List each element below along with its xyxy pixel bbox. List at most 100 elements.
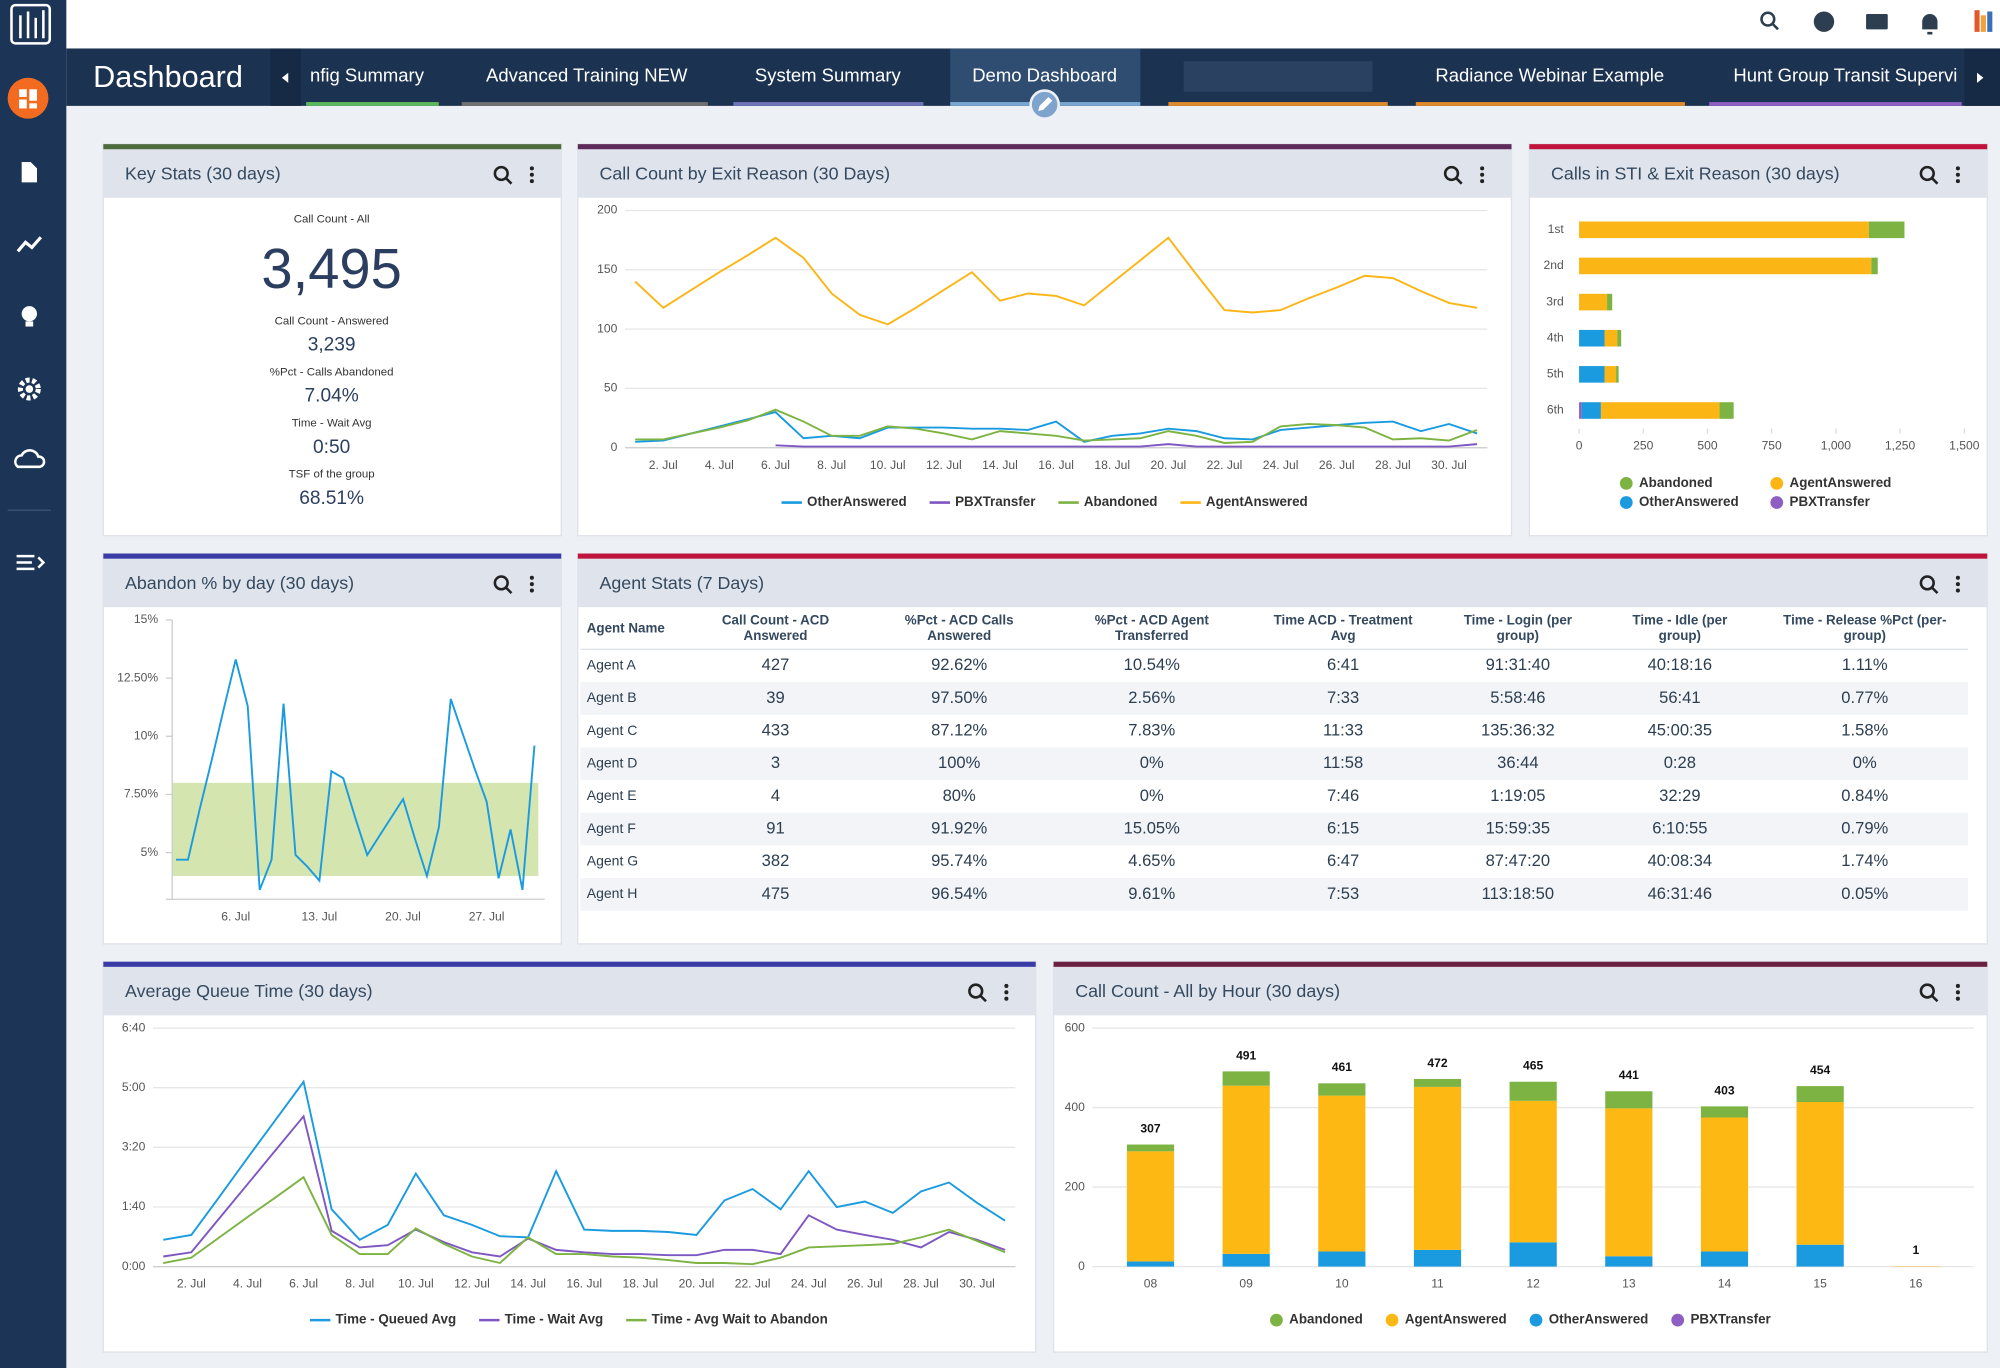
zoom-button[interactable] <box>1919 165 1939 185</box>
zoom-button[interactable] <box>1919 983 1939 1003</box>
menu-dot <box>1004 996 1009 1001</box>
nav-insights[interactable] <box>21 306 37 327</box>
zoom-button[interactable] <box>493 165 513 185</box>
bar-segment <box>1871 257 1878 275</box>
bar-segment <box>1700 1106 1749 1118</box>
tab[interactable]: System Summary <box>755 64 902 85</box>
bar-segment <box>1126 1151 1175 1262</box>
total-label: 461 <box>1332 1060 1352 1074</box>
menu-dot <box>1955 166 1960 171</box>
legend-swatch <box>1770 477 1784 490</box>
zoom-icon-handle <box>979 995 987 1003</box>
panel <box>102 143 562 537</box>
x-tick-label: 14. Jul <box>982 458 1018 472</box>
mail-icon[interactable] <box>1866 14 1888 30</box>
table-cell: 80% <box>943 786 976 805</box>
table-cell: 427 <box>762 655 790 674</box>
x-tick-label: 09 <box>1239 1277 1253 1291</box>
legend-swatch <box>1529 1313 1543 1327</box>
nav-trends[interactable] <box>16 236 43 253</box>
stat-label: TSF of the group <box>289 469 375 481</box>
blank-tab[interactable] <box>1183 61 1373 92</box>
menu-button[interactable] <box>1955 166 1960 184</box>
zoom-icon-handle <box>505 587 513 595</box>
account-icon[interactable] <box>1974 10 1993 32</box>
legend-label: AgentAnswered <box>1206 494 1308 509</box>
nav-reports[interactable] <box>21 161 37 183</box>
tab-underline <box>1415 102 1685 106</box>
legend-label: Abandoned <box>1289 1312 1363 1327</box>
x-tick-label: 4. Jul <box>233 1277 262 1291</box>
table-cell: Agent A <box>587 657 637 673</box>
row-stripe <box>580 747 1969 781</box>
column-header: Answered <box>744 628 808 643</box>
zoom-button[interactable] <box>1919 575 1939 595</box>
tab[interactable]: Advanced Training NEW <box>486 64 688 85</box>
bar-segment <box>1600 402 1720 419</box>
legend-label: PBXTransfer <box>1790 494 1870 509</box>
stat-value-main: 3,495 <box>261 237 401 300</box>
panel-header <box>103 553 562 608</box>
zoom-icon <box>1443 165 1460 182</box>
nav-settings[interactable] <box>17 377 41 401</box>
tab[interactable]: Hunt Group Transit Supervi <box>1733 64 1957 85</box>
nav-expand[interactable] <box>16 554 46 571</box>
column-header: Time - Release %Pct (per- <box>1783 613 1946 628</box>
legend-item: PBXTransfer <box>1770 494 1870 509</box>
y-tick-label: 50 <box>604 381 618 395</box>
y-tick-label: 5:00 <box>122 1080 146 1094</box>
zoom-button[interactable] <box>493 575 513 595</box>
legend-item: OtherAnswered <box>781 494 907 509</box>
table-cell: 7:46 <box>1327 786 1359 805</box>
legend-item: OtherAnswered <box>1619 494 1739 509</box>
zoom-icon-handle <box>1455 177 1463 185</box>
column-header: group) <box>1659 628 1701 643</box>
menu-button[interactable] <box>529 166 534 184</box>
bar-segment <box>1581 402 1601 419</box>
x-tick-label: 08 <box>1144 1277 1158 1291</box>
y-tick-label: 1st <box>1548 222 1565 236</box>
table-cell: 135:36:32 <box>1481 720 1555 739</box>
legend-item: Abandoned <box>1619 475 1713 490</box>
table-cell: Agent E <box>587 787 637 803</box>
nav-dashboard[interactable] <box>7 77 49 119</box>
legend-label: Abandoned <box>1639 475 1713 490</box>
tab-underline <box>1709 102 1962 106</box>
y-tick-label: 3rd <box>1546 294 1564 308</box>
zoom-icon <box>493 165 509 182</box>
nav-upload[interactable] <box>14 449 46 469</box>
panel-header <box>1053 961 1988 1016</box>
menu-dot <box>1955 172 1960 177</box>
table-cell: 40:08:34 <box>1648 851 1713 870</box>
menu-button[interactable] <box>529 575 534 593</box>
legend-label: AgentAnswered <box>1405 1312 1507 1327</box>
bar-segment <box>1579 402 1582 419</box>
zoom-button[interactable] <box>968 983 987 1003</box>
menu-button[interactable] <box>1480 166 1485 184</box>
edit-icon <box>1038 96 1053 111</box>
bar-segment <box>1700 1117 1749 1252</box>
panel-title: Calls in STI & Exit Reason (30 days) <box>1551 163 1840 183</box>
zoom-button[interactable] <box>1443 165 1463 185</box>
x-tick-label: 11 <box>1431 1277 1444 1291</box>
table-cell: Agent C <box>587 722 638 738</box>
column-header: %Pct - ACD Calls <box>905 613 1014 628</box>
table-cell: 433 <box>762 720 790 739</box>
legend-swatch <box>1385 1313 1399 1327</box>
help-icon[interactable] <box>1813 11 1835 32</box>
table-cell: 0:28 <box>1664 753 1696 772</box>
x-tick-label: 6. Jul <box>289 1277 318 1291</box>
x-tick-label: 500 <box>1697 439 1717 453</box>
tab[interactable]: Demo Dashboard <box>972 64 1117 85</box>
tab[interactable]: nfig Summary <box>310 64 425 85</box>
menu-button[interactable] <box>1955 983 1960 1001</box>
legend-item: Time - Wait Avg <box>479 1312 603 1327</box>
x-tick-label: 18. Jul <box>1094 458 1130 472</box>
bar-segment <box>1126 1261 1175 1267</box>
total-label: 1 <box>1912 1243 1919 1257</box>
search-icon[interactable] <box>1760 11 1779 31</box>
table-cell: 32:29 <box>1659 786 1701 805</box>
tab[interactable]: Radiance Webinar Example <box>1435 64 1664 85</box>
menu-button[interactable] <box>1955 575 1960 593</box>
menu-button[interactable] <box>1004 983 1009 1001</box>
